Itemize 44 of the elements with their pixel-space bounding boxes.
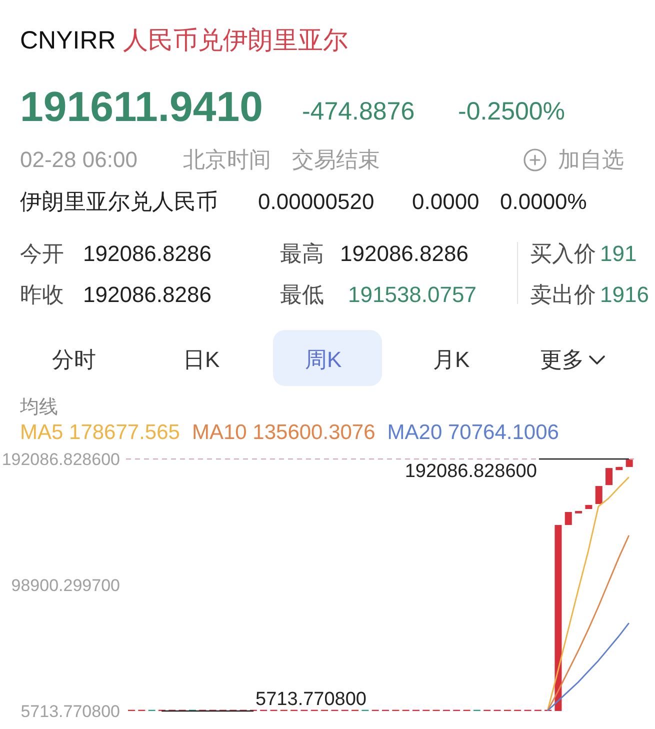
text: 周K: [305, 346, 342, 374]
text: MA5 178677.565: [20, 421, 180, 444]
y-tick-label: 192086.828600: [2, 450, 120, 468]
annotation: 5713.770800: [256, 688, 367, 710]
text: 192086.8286: [340, 241, 468, 267]
text: 192086.8286: [83, 282, 212, 308]
text: 最低: [280, 281, 324, 309]
y-tick-label: 5713.770800: [20, 702, 120, 720]
text: 0.0000%: [500, 189, 587, 215]
text: 交易结束: [292, 146, 380, 174]
annotation: 192086.828600: [404, 460, 537, 482]
text: 191611.9410: [20, 83, 263, 131]
text: 192086.8286: [83, 241, 212, 267]
text: 北京时间: [183, 146, 271, 174]
text: 分时: [52, 346, 96, 374]
text: 更多: [540, 346, 584, 374]
text: 最高: [280, 240, 324, 268]
text: 卖出价: [530, 281, 596, 309]
legend-title: 均线: [20, 397, 58, 418]
text: 加自选: [558, 146, 624, 174]
candlestick: [606, 468, 613, 486]
line-series: [546, 534, 630, 711]
candlestick: [595, 486, 602, 505]
text: 191538.0757: [348, 282, 476, 308]
text: 买入价: [530, 240, 596, 268]
text: 191: [600, 241, 637, 267]
text: 02-28 06:00: [20, 147, 138, 173]
text: 日K: [183, 346, 220, 374]
text: -0.2500%: [458, 98, 566, 126]
candlestick: [564, 511, 572, 526]
text: 月K: [433, 346, 470, 374]
chart-title: CNYIRR 人民币兑伊朗里亚尔: [20, 26, 348, 54]
text: -474.8876: [302, 98, 415, 126]
text: 1916: [600, 282, 649, 308]
line-series: [546, 622, 630, 711]
line-series: [546, 476, 630, 711]
text: 0.00000520: [258, 189, 374, 215]
text: 今开: [20, 240, 64, 268]
y-tick-label: 98900.299700: [11, 576, 120, 594]
text: MA20 70764.1006: [387, 421, 559, 444]
text: 伊朗里亚尔兑人民币: [20, 188, 218, 216]
text: MA10 135600.3076: [192, 421, 376, 444]
text: 0.0000: [412, 189, 480, 215]
text: 昨收: [20, 281, 64, 309]
